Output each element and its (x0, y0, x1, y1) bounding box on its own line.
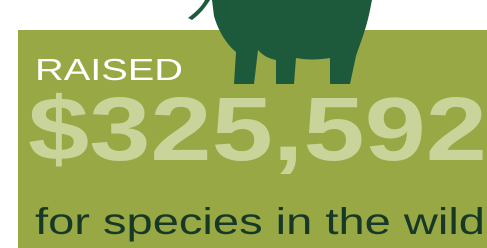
banner: RAISED $325,592 for species in the wild (0, 0, 487, 248)
caption: for species in the wild (35, 201, 485, 242)
amount: $325,592 (28, 80, 487, 180)
page: RAISED $325,592 for species in the wild … (0, 0, 487, 248)
